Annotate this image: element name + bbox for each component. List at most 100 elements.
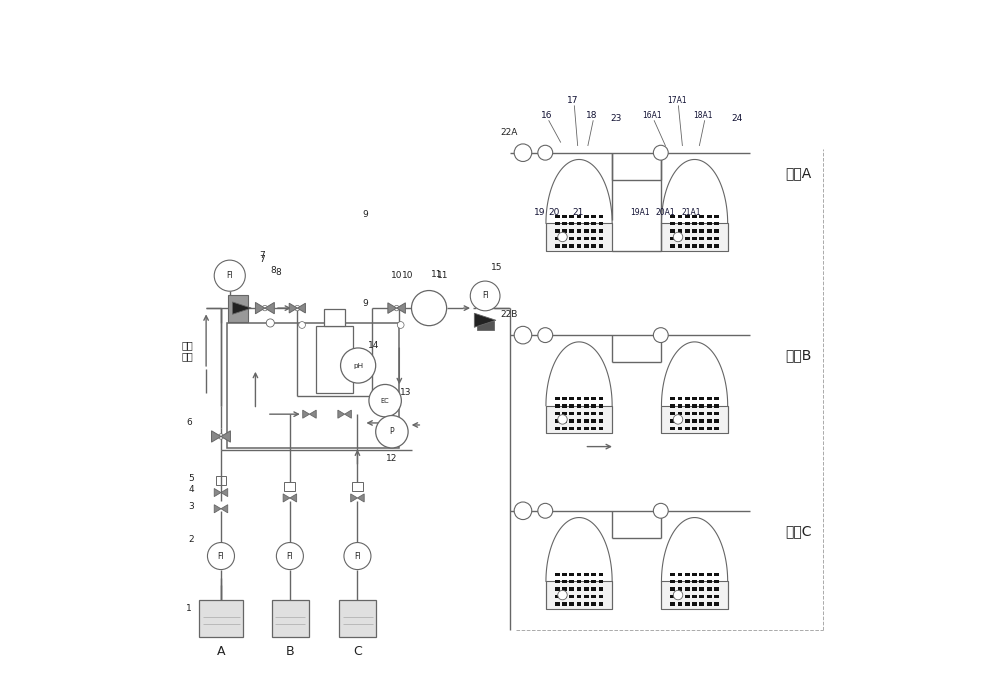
Text: 16: 16 (541, 111, 552, 120)
Bar (707, 222, 712, 225)
Bar (707, 580, 712, 584)
Bar (699, 573, 704, 576)
Bar (699, 419, 704, 422)
Bar (339, 600, 376, 637)
Text: 18: 18 (585, 111, 597, 120)
Bar (670, 595, 675, 598)
Bar (678, 397, 682, 400)
Text: 10: 10 (402, 271, 413, 280)
Bar (714, 222, 719, 225)
Text: 1: 1 (186, 605, 192, 613)
Polygon shape (289, 303, 297, 313)
Text: 14: 14 (368, 341, 379, 350)
Bar (584, 580, 589, 584)
Bar (591, 573, 596, 576)
Bar (670, 215, 675, 218)
Text: 18A1: 18A1 (693, 111, 712, 120)
Bar (584, 412, 589, 415)
Bar (599, 580, 603, 584)
Text: 20: 20 (548, 208, 560, 217)
Bar (685, 412, 690, 415)
Bar (555, 412, 560, 415)
Text: 12: 12 (386, 454, 398, 463)
Bar (714, 573, 719, 576)
Text: 23: 23 (611, 114, 622, 123)
Bar (577, 237, 581, 240)
Circle shape (538, 503, 553, 518)
Bar (569, 427, 574, 430)
Bar (577, 404, 581, 408)
Text: C: C (353, 645, 362, 659)
Text: P: P (390, 427, 394, 436)
Circle shape (514, 144, 532, 162)
Bar (678, 404, 682, 408)
Bar (692, 404, 697, 408)
Text: 8: 8 (276, 269, 281, 278)
Bar (714, 215, 719, 218)
Circle shape (538, 328, 553, 343)
Polygon shape (303, 410, 309, 418)
Bar (577, 427, 581, 430)
Bar (678, 588, 682, 591)
Text: 19: 19 (534, 208, 546, 217)
Bar (584, 588, 589, 591)
Text: 21A1: 21A1 (681, 208, 701, 217)
Bar (227, 323, 399, 448)
Bar (562, 580, 567, 584)
Bar (699, 244, 704, 248)
Bar (707, 237, 712, 240)
Bar (272, 600, 309, 637)
Circle shape (673, 232, 683, 242)
Bar (692, 603, 697, 606)
Bar (699, 595, 704, 598)
Bar (714, 404, 719, 408)
Circle shape (397, 322, 404, 328)
Bar (477, 321, 494, 330)
Bar (546, 406, 612, 433)
Bar (584, 419, 589, 422)
Polygon shape (212, 431, 221, 442)
Bar (599, 230, 603, 233)
Bar (670, 412, 675, 415)
Bar (707, 244, 712, 248)
Bar (685, 404, 690, 408)
Bar (228, 294, 248, 322)
Bar (707, 427, 712, 430)
Bar (714, 419, 719, 422)
Circle shape (653, 328, 668, 343)
Bar (569, 588, 574, 591)
Bar (577, 222, 581, 225)
Bar (569, 230, 574, 233)
Bar (678, 595, 682, 598)
Bar (555, 404, 560, 408)
Polygon shape (338, 410, 345, 418)
Bar (707, 573, 712, 576)
Bar (569, 580, 574, 584)
Bar (569, 404, 574, 408)
Circle shape (369, 385, 401, 417)
Bar (599, 603, 603, 606)
Bar (692, 595, 697, 598)
Polygon shape (214, 504, 221, 512)
Bar (562, 603, 567, 606)
Circle shape (673, 415, 683, 424)
Bar (284, 482, 295, 492)
Text: 5: 5 (188, 474, 194, 483)
Bar (599, 595, 603, 598)
Bar (707, 215, 712, 218)
Polygon shape (474, 313, 496, 327)
Bar (714, 603, 719, 606)
Text: 压力: 压力 (182, 341, 194, 350)
Polygon shape (388, 303, 397, 313)
Text: 6: 6 (186, 418, 192, 427)
Bar (599, 222, 603, 225)
Bar (584, 237, 589, 240)
Bar (591, 215, 596, 218)
Text: 10: 10 (391, 271, 402, 280)
Polygon shape (214, 489, 221, 497)
Bar (569, 573, 574, 576)
Polygon shape (290, 494, 297, 502)
Bar (555, 573, 560, 576)
Text: 21: 21 (572, 208, 583, 217)
Polygon shape (221, 504, 228, 512)
